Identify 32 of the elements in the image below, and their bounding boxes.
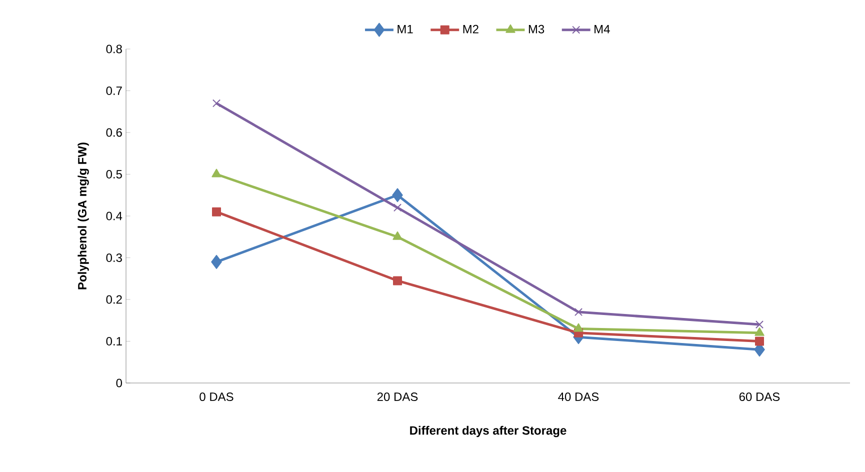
y-tick-label: 0.7	[106, 86, 122, 95]
point	[755, 336, 764, 346]
y-tick-label: 0.1	[106, 337, 122, 346]
point	[392, 231, 402, 240]
y-tick-label: 0.6	[106, 128, 122, 137]
x-tick-label: 0 DAS	[200, 392, 234, 402]
point	[754, 327, 764, 336]
point	[392, 188, 403, 202]
point	[212, 99, 221, 108]
legend-label: M4	[594, 24, 610, 34]
y-axis-title: Polyphenol (GA mg/g FW)	[78, 142, 89, 290]
point	[393, 276, 402, 286]
point	[574, 308, 583, 316]
y-tick-label: 0.2	[106, 295, 122, 304]
y-tick-label: 0.3	[106, 254, 122, 262]
point	[211, 254, 222, 269]
legend-label: M2	[463, 24, 478, 34]
point	[574, 323, 584, 332]
legend-label: M3	[528, 24, 544, 34]
y-tick-label: 0.5	[106, 170, 122, 178]
x-tick-label: 40 DAS	[558, 392, 599, 402]
y-tick-label: 0	[116, 378, 122, 388]
x-tick-label: 20 DAS	[377, 392, 418, 402]
point	[393, 204, 402, 212]
point	[755, 320, 764, 329]
x-tick-label: 60 DAS	[739, 392, 780, 402]
point	[212, 168, 222, 178]
point	[212, 207, 222, 216]
legend-label: M1	[398, 24, 413, 34]
y-tick-label: 0.8	[106, 44, 122, 54]
x-axis-title: Different days after Storage	[410, 426, 566, 438]
y-tick-label: 0.4	[106, 212, 122, 220]
